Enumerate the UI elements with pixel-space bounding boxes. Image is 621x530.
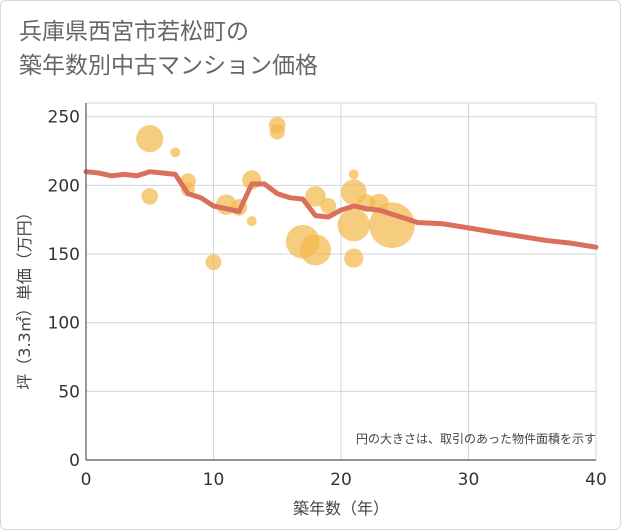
x-tick-label: 30 (458, 470, 480, 490)
data-point (246, 216, 257, 227)
size-annotation: 円の大きさは、取引のあった物件面積を示す (356, 431, 596, 446)
grid-lines (86, 102, 597, 460)
data-point (320, 198, 337, 214)
y-axis-label: 坪（3.3㎡）単価（万円） (15, 204, 34, 389)
data-point (205, 254, 222, 271)
trend-line-group (83, 169, 599, 250)
chart-title: 兵庫県西宮市若松町の 築年数別中古マンション価格 (19, 19, 318, 79)
data-point (369, 202, 415, 249)
data-point (299, 234, 332, 266)
tick-labels: 0 50 100 150 200 250 0 10 20 30 40 (48, 108, 607, 490)
trend-line (83, 169, 599, 250)
x-tick-label: 0 (81, 470, 92, 490)
scatter-points (136, 116, 415, 271)
x-axis-label: 築年数（年） (293, 499, 389, 518)
y-tick-label: 50 (58, 382, 80, 402)
y-tick-label: 250 (48, 108, 80, 128)
data-point (141, 188, 159, 205)
axes (85, 103, 596, 461)
y-tick-label: 150 (48, 245, 80, 265)
data-point (337, 209, 370, 242)
data-point (136, 125, 164, 153)
y-tick-label: 100 (48, 314, 80, 334)
y-tick-label: 0 (69, 451, 80, 471)
data-point (170, 147, 181, 158)
x-tick-label: 10 (203, 470, 225, 490)
data-point (348, 169, 359, 180)
y-tick-label: 200 (48, 176, 80, 196)
x-tick-label: 20 (330, 470, 352, 490)
data-point (305, 186, 326, 207)
x-tick-label: 40 (585, 470, 607, 490)
data-point (269, 124, 285, 140)
data-point (344, 248, 364, 268)
